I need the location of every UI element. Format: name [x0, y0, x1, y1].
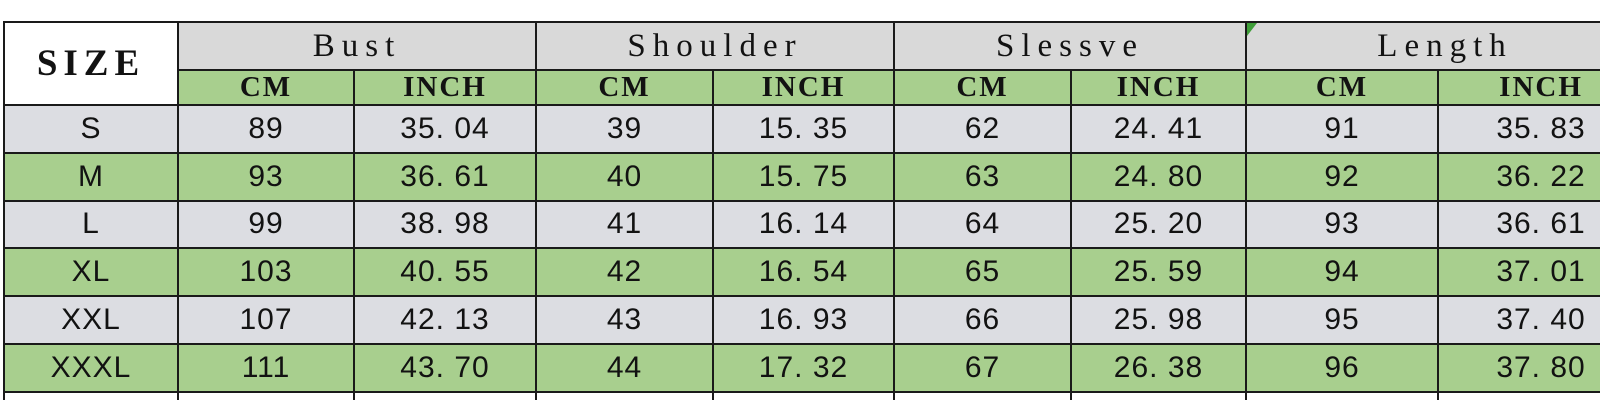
border-stub	[1245, 391, 1247, 400]
value-cell: 16. 54	[711, 247, 896, 298]
value-cell: 111	[177, 342, 355, 393]
value-cell: 43. 70	[353, 342, 537, 393]
value-cell: 41	[535, 199, 714, 250]
value-cell: 24. 41	[1070, 104, 1248, 154]
value-cell: 62	[893, 104, 1073, 154]
value-cell: 103	[177, 247, 355, 298]
value-cell: 25. 20	[1070, 199, 1248, 250]
value-cell: 66	[893, 295, 1073, 345]
table-row: S 89 35. 04 39 15. 35 62 24. 41 91 35. 83	[3, 104, 1600, 154]
table-row: XXL 107 42. 13 43 16. 93 66 25. 98 95 37. 40	[3, 295, 1600, 345]
unit-header-inch: INCH	[711, 69, 896, 106]
unit-header-inch: INCH	[1437, 69, 1600, 106]
table-row: XL 103 40. 55 42 16. 54 65 25. 59 94 37. 01	[3, 247, 1600, 298]
corner-header-size: SIZE	[3, 21, 179, 106]
border-stub	[712, 391, 714, 400]
value-cell: 65	[893, 247, 1073, 298]
value-cell: 107	[177, 295, 355, 345]
value-cell: 43	[535, 295, 714, 345]
value-cell: 36. 22	[1437, 151, 1600, 202]
value-cell: 93	[1245, 199, 1440, 250]
value-cell: 42. 13	[353, 295, 537, 345]
value-cell: 63	[893, 151, 1073, 202]
value-cell: 91	[1245, 104, 1440, 154]
unit-header-cm: CM	[893, 69, 1073, 106]
table-row: M 93 36. 61 40 15. 75 63 24. 80 92 36. 22	[3, 151, 1600, 202]
value-cell: 35. 83	[1437, 104, 1600, 154]
size-cell: M	[3, 151, 179, 202]
value-cell: 67	[893, 342, 1073, 393]
unit-header-cm: CM	[177, 69, 355, 106]
value-cell: 89	[177, 104, 355, 154]
border-stub	[893, 391, 895, 400]
size-cell: XXL	[3, 295, 179, 345]
group-header-length: Length	[1245, 21, 1600, 71]
value-cell: 92	[1245, 151, 1440, 202]
unit-header-cm: CM	[1245, 69, 1440, 106]
border-stub	[3, 391, 5, 400]
unit-header-row: CM INCH CM INCH CM INCH CM INCH	[4, 69, 1600, 106]
size-chart-table: SIZE Bust Shoulder Slessve Length CM INC…	[3, 21, 1600, 393]
table-body: S 89 35. 04 39 15. 35 62 24. 41 91 35. 83 M 93 36. …	[3, 104, 1600, 393]
value-cell: 99	[177, 199, 355, 250]
value-cell: 16. 14	[711, 199, 896, 250]
value-cell: 25. 59	[1070, 247, 1248, 298]
value-cell: 17. 32	[711, 342, 896, 393]
group-header-slessve: Slessve	[893, 21, 1248, 71]
unit-header-inch: INCH	[1070, 69, 1248, 106]
value-cell: 37. 40	[1437, 295, 1600, 345]
green-corner-triangle-icon	[1247, 23, 1257, 36]
border-stub	[535, 391, 537, 400]
border-stub	[1437, 391, 1439, 400]
unit-header-inch: INCH	[353, 69, 537, 106]
group-header-shoulder: Shoulder	[534, 21, 896, 71]
size-cell: XL	[3, 247, 179, 298]
value-cell: 35. 04	[353, 104, 537, 154]
value-cell: 36. 61	[1437, 199, 1600, 250]
group-header-bust: Bust	[177, 21, 537, 71]
border-stub	[177, 391, 179, 400]
value-cell: 15. 75	[711, 151, 896, 202]
size-cell: L	[3, 199, 179, 250]
value-cell: 94	[1245, 247, 1440, 298]
value-cell: 64	[893, 199, 1073, 250]
table-row: L 99 38. 98 41 16. 14 64 25. 20 93 36. 61	[3, 199, 1600, 250]
value-cell: 96	[1245, 342, 1440, 393]
value-cell: 26. 38	[1070, 342, 1248, 393]
value-cell: 37. 80	[1437, 342, 1600, 393]
group-header-row: SIZE Bust Shoulder Slessve Length	[3, 21, 1600, 106]
border-stub	[353, 391, 355, 400]
value-cell: 40	[535, 151, 714, 202]
value-cell: 39	[535, 104, 714, 154]
unit-header-cm: CM	[535, 69, 714, 106]
table-row: XXXL 111 43. 70 44 17. 32 67 26. 38 96 37. 80	[3, 342, 1600, 393]
value-cell: 40. 55	[353, 247, 537, 298]
value-cell: 16. 93	[711, 295, 896, 345]
size-cell: S	[3, 104, 179, 154]
value-cell: 37. 01	[1437, 247, 1600, 298]
value-cell: 93	[177, 151, 355, 202]
border-stub	[1070, 391, 1072, 400]
value-cell: 36. 61	[353, 151, 537, 202]
value-cell: 24. 80	[1070, 151, 1248, 202]
value-cell: 38. 98	[353, 199, 537, 250]
value-cell: 44	[535, 342, 714, 393]
value-cell: 95	[1245, 295, 1440, 345]
value-cell: 25. 98	[1070, 295, 1248, 345]
value-cell: 42	[535, 247, 714, 298]
size-cell: XXXL	[3, 342, 179, 393]
value-cell: 15. 35	[711, 104, 896, 154]
